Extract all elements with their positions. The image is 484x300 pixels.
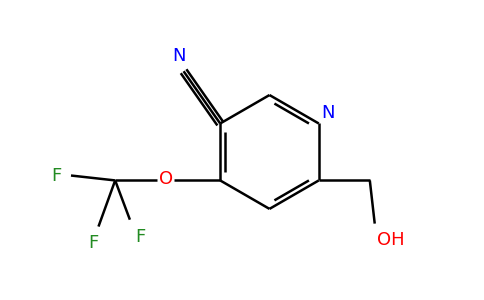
Text: OH: OH	[377, 232, 404, 250]
Text: N: N	[172, 47, 186, 65]
Text: F: F	[135, 227, 145, 245]
Text: F: F	[51, 167, 61, 184]
Text: F: F	[89, 234, 99, 252]
Text: N: N	[322, 103, 335, 122]
Text: O: O	[159, 170, 173, 188]
